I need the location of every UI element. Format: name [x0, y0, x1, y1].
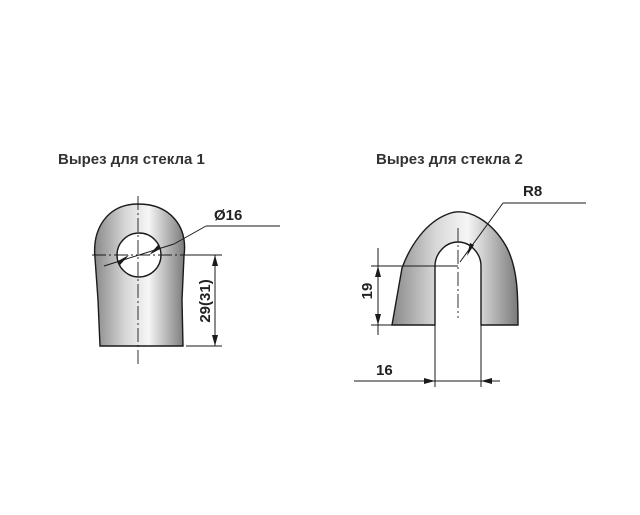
figure-2-height-arrow-bottom — [375, 314, 381, 325]
figure-1-diameter-line — [103, 243, 175, 267]
figure-1-diameter-label: Ø16 — [214, 207, 242, 224]
figure-1-title: Вырез для стекла 1 — [58, 151, 205, 168]
figure-2-radius-leader — [459, 202, 504, 263]
figure-2-height-label: 19 — [359, 283, 376, 300]
figure-2-width-arrow-right — [481, 378, 492, 384]
figure-2-title: Вырез для стекла 2 — [376, 151, 523, 168]
figure-1-height-label: 29(31) — [197, 279, 214, 322]
figure-2-width-arrow-left — [424, 378, 435, 384]
figure-2-width-label: 16 — [376, 362, 393, 379]
figure-2-height-arrow-top — [375, 266, 381, 277]
figure-1-height-arrow-bottom — [212, 335, 218, 346]
figure-1-diameter-leader — [173, 225, 207, 245]
figure-1: Вырез для стекла 1 Ø16 29(31) — [58, 151, 280, 366]
figure-1-diameter-arrow-left — [118, 255, 129, 265]
figure-2-radius-arrow — [467, 243, 474, 256]
figure-1-diameter-arrow-right — [149, 245, 160, 255]
figure-2-radius-label: R8 — [523, 183, 542, 200]
figure-1-height-arrow-top — [212, 255, 218, 266]
figure-2: Вырез для стекла 2 R8 19 16 — [354, 151, 586, 387]
figure-2-part-body — [391, 211, 519, 326]
